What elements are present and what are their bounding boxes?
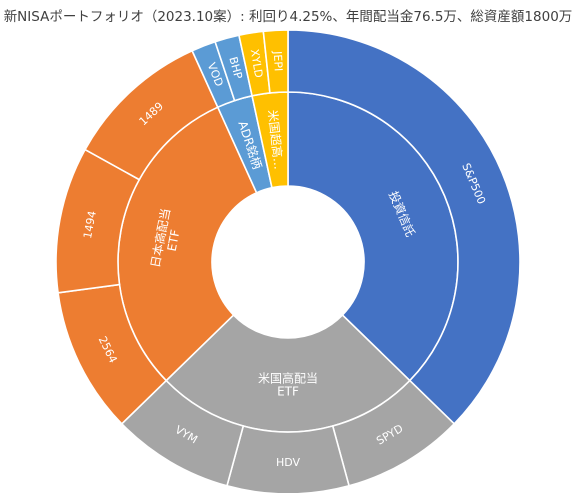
label-1494: 1494 [81, 210, 99, 240]
chart-title: 新NISAポートフォリオ（2023.10案）: 利回り4.25%、年間配当金76… [3, 9, 573, 25]
label-hdv: HDV [276, 456, 301, 469]
label-bhp: BHP [226, 55, 245, 80]
label-jepi: JEPI [271, 50, 285, 72]
label-xyld: XYLD [248, 48, 265, 79]
label-us-ultra-high: 米国超高… [265, 109, 286, 170]
label-us-high-dividend-etf: 米国高配当 ETF [258, 370, 318, 398]
outer-ring-s-p500 [287, 29, 521, 425]
outer-ring-jepi [262, 29, 289, 94]
